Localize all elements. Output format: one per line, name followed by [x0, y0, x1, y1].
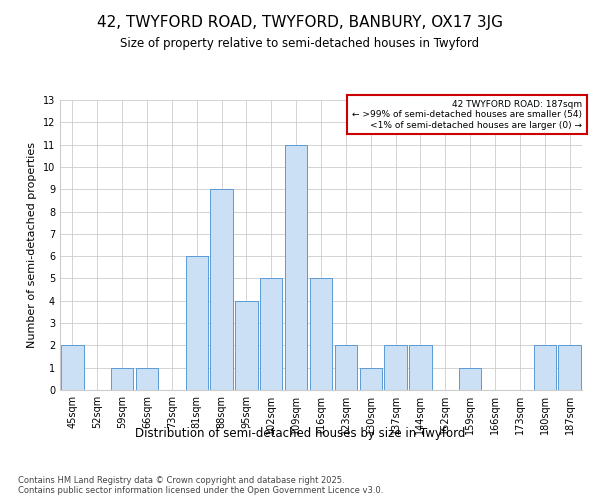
Bar [335, 346, 357, 390]
Text: 42, TWYFORD ROAD, TWYFORD, BANBURY, OX17 3JG: 42, TWYFORD ROAD, TWYFORD, BANBURY, OX17… [97, 15, 503, 30]
Y-axis label: Number of semi-detached properties: Number of semi-detached properties [27, 142, 37, 348]
Bar [285, 144, 307, 390]
Bar [111, 368, 133, 390]
Text: Contains HM Land Registry data © Crown copyright and database right 2025.
Contai: Contains HM Land Registry data © Crown c… [18, 476, 383, 495]
Bar [533, 346, 556, 390]
Bar [459, 368, 481, 390]
Text: Distribution of semi-detached houses by size in Twyford: Distribution of semi-detached houses by … [135, 428, 465, 440]
Text: 42 TWYFORD ROAD: 187sqm
← >99% of semi-detached houses are smaller (54)
<1% of s: 42 TWYFORD ROAD: 187sqm ← >99% of semi-d… [352, 100, 582, 130]
Bar [136, 368, 158, 390]
Bar [61, 346, 83, 390]
Bar [185, 256, 208, 390]
Bar [211, 189, 233, 390]
Bar [409, 346, 431, 390]
Bar [385, 346, 407, 390]
Bar [310, 278, 332, 390]
Bar [235, 301, 257, 390]
Bar [559, 346, 581, 390]
Bar [359, 368, 382, 390]
Text: Size of property relative to semi-detached houses in Twyford: Size of property relative to semi-detach… [121, 38, 479, 51]
Bar [260, 278, 283, 390]
